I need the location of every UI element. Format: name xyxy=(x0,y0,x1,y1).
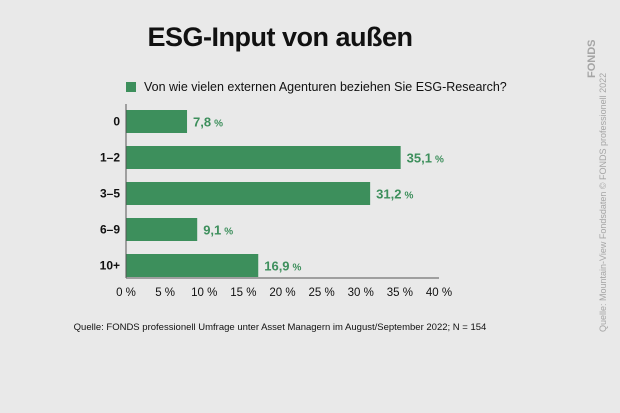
x-tick-label: 5 % xyxy=(155,287,175,299)
category-label: 0 xyxy=(113,115,120,129)
side-brand: FONDS xyxy=(586,39,598,79)
legend-label: Von wie vielen externen Agenturen bezieh… xyxy=(144,80,507,94)
value-label: 35,1% xyxy=(407,151,444,166)
x-tick-label: 40 % xyxy=(426,287,452,299)
bar-4 xyxy=(126,254,259,277)
value-label: 9,1% xyxy=(203,223,233,238)
bar-3 xyxy=(126,218,198,241)
chart-title: ESG-Input von außen xyxy=(147,22,414,52)
side-credit: Quelle: Mountain-View Fondsdaten © FONDS… xyxy=(598,72,608,332)
x-tick-label: 25 % xyxy=(309,287,335,299)
x-tick-label: 30 % xyxy=(348,287,374,299)
value-label: 7,8% xyxy=(193,115,223,130)
category-label: 1–2 xyxy=(100,151,120,165)
bar-2 xyxy=(126,182,371,205)
x-tick-label: 15 % xyxy=(230,287,256,299)
x-tick-label: 0 % xyxy=(116,287,136,299)
category-label: 6–9 xyxy=(100,223,120,237)
value-label: 31,2% xyxy=(376,187,413,202)
value-label: 16,9% xyxy=(264,259,301,274)
x-tick-label: 10 % xyxy=(191,287,217,299)
x-tick-label: 35 % xyxy=(387,287,413,299)
x-tick-label: 20 % xyxy=(269,287,295,299)
legend: Von wie vielen externen Agenturen bezieh… xyxy=(126,80,507,94)
source-note: Quelle: FONDS professionell Umfrage unte… xyxy=(73,322,487,333)
bar-1 xyxy=(126,146,401,169)
category-label: 3–5 xyxy=(100,187,120,201)
bar-0 xyxy=(126,110,188,133)
legend-swatch xyxy=(126,82,136,92)
category-label: 10+ xyxy=(100,259,120,273)
